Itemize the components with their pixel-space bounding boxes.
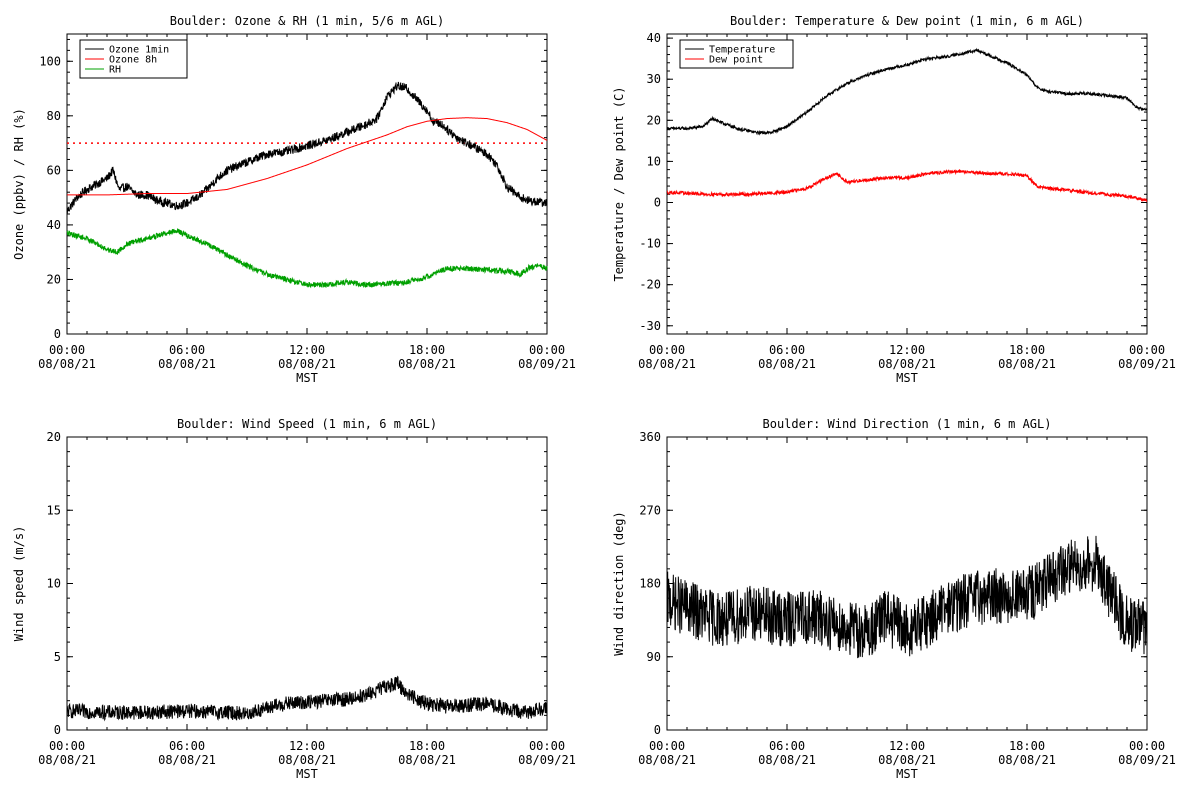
y-tick-label: 20 bbox=[47, 272, 61, 286]
series-line-temperature bbox=[666, 47, 1148, 136]
x-tick-time: 06:00 bbox=[769, 739, 805, 753]
x-tick-time: 18:00 bbox=[1009, 739, 1045, 753]
legend-label: Temperature bbox=[709, 45, 775, 56]
x-axis-label: MST bbox=[296, 371, 318, 385]
x-tick-time: 06:00 bbox=[169, 343, 205, 357]
x-tick-date: 08/08/21 bbox=[278, 357, 336, 371]
series-line-ozone-8h bbox=[67, 117, 548, 196]
x-tick-date: 08/08/21 bbox=[38, 357, 96, 371]
y-tick-label: 60 bbox=[47, 163, 61, 177]
x-tick-date: 08/08/21 bbox=[278, 753, 336, 767]
y-tick-label: -20 bbox=[639, 278, 661, 292]
y-tick-label: 10 bbox=[47, 577, 61, 591]
x-tick-time: 00:00 bbox=[1129, 739, 1165, 753]
x-axis-label: MST bbox=[296, 767, 318, 781]
y-tick-label: 360 bbox=[639, 430, 661, 444]
x-tick-time: 00:00 bbox=[529, 343, 565, 357]
x-tick-time: 12:00 bbox=[289, 343, 325, 357]
plot-frame bbox=[66, 436, 548, 731]
temp-panel: Boulder: Temperature & Dew point (1 min,… bbox=[612, 14, 1176, 385]
y-axis-label: Wind direction (deg) bbox=[612, 511, 626, 656]
chart-title: Boulder: Wind Speed (1 min, 6 m AGL) bbox=[177, 417, 437, 431]
x-tick-time: 12:00 bbox=[889, 739, 925, 753]
x-tick-date: 08/08/21 bbox=[878, 357, 936, 371]
y-tick-label: 0 bbox=[654, 723, 661, 737]
x-tick-time: 18:00 bbox=[409, 343, 445, 357]
series-line-ozone-1min bbox=[66, 81, 548, 214]
x-tick-time: 00:00 bbox=[49, 739, 85, 753]
x-tick-date: 08/08/21 bbox=[398, 357, 456, 371]
x-tick-time: 12:00 bbox=[889, 343, 925, 357]
plot-frame bbox=[66, 33, 548, 335]
x-tick-time: 00:00 bbox=[649, 343, 685, 357]
x-tick-date: 08/08/21 bbox=[158, 357, 216, 371]
wind-panel: Boulder: Wind Speed (1 min, 6 m AGL) 0 5 10… bbox=[12, 417, 576, 781]
plot-frame bbox=[666, 436, 1148, 731]
x-tick-date: 08/08/21 bbox=[38, 753, 96, 767]
series-line-wind bbox=[66, 675, 548, 722]
chart-title: Boulder: Wind Direction (1 min, 6 m AGL) bbox=[763, 417, 1052, 431]
y-tick-label: 5 bbox=[54, 650, 61, 664]
x-tick-date: 08/08/21 bbox=[878, 753, 936, 767]
plot-frame bbox=[666, 33, 1148, 335]
x-axis-label: MST bbox=[896, 767, 918, 781]
x-tick-time: 18:00 bbox=[409, 739, 445, 753]
x-tick-date: 08/09/21 bbox=[1118, 753, 1176, 767]
legend-label: Ozone 8h bbox=[109, 55, 157, 66]
x-axis-label: MST bbox=[896, 371, 918, 385]
x-tick-time: 00:00 bbox=[49, 343, 85, 357]
y-tick-label: 40 bbox=[47, 218, 61, 232]
x-tick-date: 08/09/21 bbox=[518, 753, 576, 767]
legend-label: RH bbox=[109, 65, 121, 76]
x-tick-date: 08/08/21 bbox=[638, 753, 696, 767]
x-tick-time: 00:00 bbox=[649, 739, 685, 753]
x-tick-date: 08/08/21 bbox=[998, 753, 1056, 767]
y-tick-label: 0 bbox=[54, 327, 61, 341]
x-tick-time: 06:00 bbox=[169, 739, 205, 753]
y-tick-label: 20 bbox=[647, 113, 661, 127]
y-tick-label: 0 bbox=[654, 195, 661, 209]
y-tick-label: 180 bbox=[639, 577, 661, 591]
y-tick-label: 40 bbox=[647, 31, 661, 45]
x-tick-date: 08/08/21 bbox=[158, 753, 216, 767]
x-tick-time: 12:00 bbox=[289, 739, 325, 753]
y-tick-label: -10 bbox=[639, 237, 661, 251]
y-tick-label: -30 bbox=[639, 319, 661, 333]
y-tick-label: 20 bbox=[47, 430, 61, 444]
ozone-panel: Boulder: Ozone & RH (1 min, 5/6 m AGL) 0 2… bbox=[12, 14, 576, 385]
y-tick-label: 10 bbox=[647, 154, 661, 168]
x-tick-date: 08/08/21 bbox=[998, 357, 1056, 371]
x-tick-date: 08/09/21 bbox=[1118, 357, 1176, 371]
series-line-dew-point bbox=[666, 169, 1148, 203]
legend-box bbox=[679, 39, 794, 69]
y-tick-label: 100 bbox=[39, 54, 61, 68]
series-line-rh bbox=[66, 228, 548, 289]
y-tick-label: 0 bbox=[54, 723, 61, 737]
x-tick-date: 08/08/21 bbox=[758, 357, 816, 371]
y-tick-label: 80 bbox=[47, 109, 61, 123]
y-tick-label: 15 bbox=[47, 503, 61, 517]
x-tick-date: 08/08/21 bbox=[638, 357, 696, 371]
y-tick-label: 30 bbox=[647, 72, 661, 86]
x-tick-date: 08/09/21 bbox=[518, 357, 576, 371]
y-axis-label: Ozone (ppbv) / RH (%) bbox=[12, 108, 26, 260]
legend-label: Ozone 1min bbox=[109, 45, 169, 56]
legend-label: Dew point bbox=[709, 55, 763, 66]
series-line-winddir bbox=[666, 535, 1148, 659]
x-tick-time: 00:00 bbox=[1129, 343, 1165, 357]
chart-title: Boulder: Ozone & RH (1 min, 5/6 m AGL) bbox=[170, 14, 445, 28]
x-tick-time: 00:00 bbox=[529, 739, 565, 753]
x-tick-time: 06:00 bbox=[769, 343, 805, 357]
y-tick-label: 270 bbox=[639, 503, 661, 517]
chart-title: Boulder: Temperature & Dew point (1 min,… bbox=[730, 14, 1084, 28]
x-tick-date: 08/08/21 bbox=[398, 753, 456, 767]
winddir-panel: Boulder: Wind Direction (1 min, 6 m AGL)… bbox=[612, 417, 1176, 781]
x-tick-time: 18:00 bbox=[1009, 343, 1045, 357]
y-tick-label: 90 bbox=[647, 650, 661, 664]
x-tick-date: 08/08/21 bbox=[758, 753, 816, 767]
y-axis-label: Wind speed (m/s) bbox=[12, 526, 26, 642]
y-axis-label: Temperature / Dew point (C) bbox=[612, 86, 626, 281]
